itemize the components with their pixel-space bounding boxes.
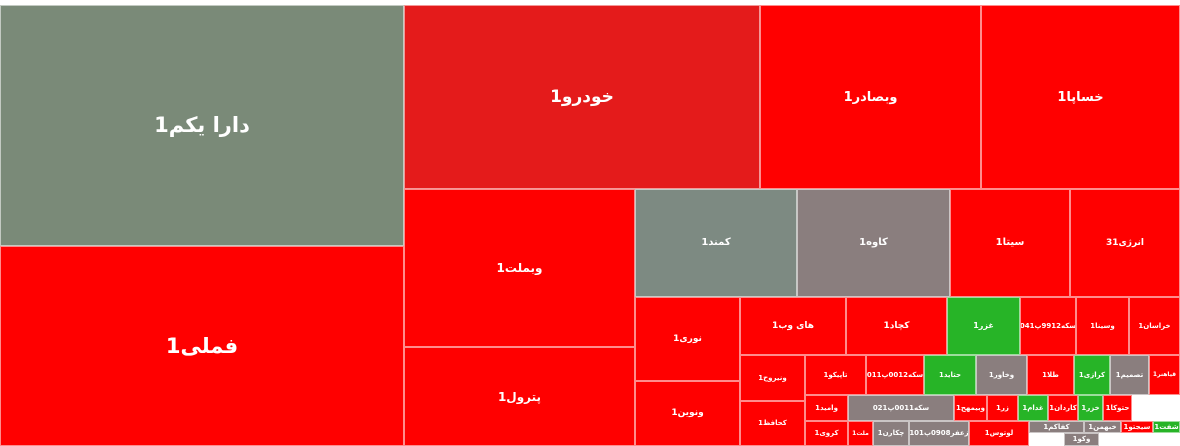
tile-label: وبیمهح1 [955,403,986,412]
treemap-tile[interactable]: کحافظ1 [740,401,805,446]
treemap-tile[interactable]: وبیمهح1 [954,395,987,421]
tile-label: کچاد1 [883,320,910,331]
treemap-tile[interactable]: کچاد1 [846,297,947,355]
treemap-tile[interactable]: سکه0011پ021 [848,395,954,421]
treemap-tile[interactable]: خزر1 [1078,395,1103,421]
tile-label: شفت1 [1154,422,1179,431]
treemap-tile[interactable]: زر1 [987,395,1018,421]
tile-label: حتوکا1 [1105,403,1130,412]
treemap-tile[interactable]: دارا یکم1 [0,5,404,246]
tile-label: ونوین1 [671,408,704,418]
tile-label: تصمیم1 [1115,370,1144,379]
tile-label: فملی1 [165,333,239,358]
tile-label: وخاور1 [988,370,1015,379]
tile-label: خودرو1 [550,86,614,107]
treemap-tile[interactable]: وبملت1 [404,189,635,347]
tile-label: کرازی1 [1078,370,1106,379]
tile-label: چکارن1 [877,429,905,437]
treemap-tile[interactable]: کاردان1 [1048,395,1078,421]
treemap-tile[interactable]: نوری1 [635,297,740,381]
tile-label: پترول1 [497,389,542,404]
treemap-tile[interactable]: کرازی1 [1074,355,1110,395]
treemap-tile[interactable]: تصمیم1 [1110,355,1149,395]
treemap-tile[interactable]: فملی1 [0,246,404,446]
treemap-tile[interactable]: سیتا1 [950,189,1070,297]
tile-label: کحافظ1 [758,419,787,427]
tile-label: کاردان1 [1049,403,1077,412]
treemap-tile[interactable]: ملت1 [848,421,873,446]
tile-label: کروی1 [814,429,839,437]
tile-label: خساپا1 [1057,89,1104,105]
tile-label: های وب1 [772,320,814,331]
tile-label: نوری1 [673,333,702,344]
treemap-tile[interactable]: کمند1 [635,189,797,297]
tile-label: ملت1 [852,429,869,437]
tile-label: کفاکم1 [1043,422,1070,431]
treemap-tile[interactable]: خراسان1 [1129,297,1180,355]
tile-label: غدام1 [1022,403,1044,412]
treemap-tile[interactable]: انرژی31 [1070,189,1180,297]
treemap-tile[interactable]: وخاور1 [976,355,1027,395]
treemap-tile[interactable]: تاپیکو1 [805,355,866,395]
tile-label: ونیروح1 [758,373,787,382]
tile-label: تاپیکو1 [823,370,848,379]
tile-label: وبملت1 [496,261,543,275]
tile-label: زر1 [996,403,1009,412]
tile-label: خزر1 [1081,403,1100,412]
treemap-tile[interactable]: وبصادر1 [760,5,981,189]
treemap-tile[interactable]: قیاهنر1 [1149,355,1180,395]
treemap-tile[interactable]: کفاکم1 [1029,421,1084,433]
treemap-tile[interactable]: های وب1 [740,297,846,355]
tile-label: سکه9912پ041 [1020,321,1076,330]
tile-label: طلا1 [1042,370,1059,379]
tile-label: کمند1 [701,237,731,248]
treemap-tile[interactable]: طلا1 [1027,355,1074,395]
tile-label: خبهمن1 [1088,422,1117,431]
tile-label: انرژی31 [1105,237,1145,248]
treemap-tile[interactable]: غدام1 [1018,395,1048,421]
treemap-tile[interactable]: کاوه1 [797,189,950,297]
treemap-tile[interactable]: سیجتو1 [1121,421,1153,433]
treemap-tile[interactable]: وامید1 [805,395,848,421]
tile-label: وکو1 [1072,435,1091,443]
treemap-tile[interactable]: خودرو1 [404,5,760,189]
treemap-tile[interactable]: چکارن1 [873,421,909,446]
treemap-tile[interactable]: سکه9912پ041 [1020,297,1076,355]
tile-label: حتاید1 [938,370,962,379]
treemap-tile[interactable]: حتاید1 [924,355,976,395]
treemap-tile[interactable]: وسینا1 [1076,297,1129,355]
tile-label: وبصادر1 [843,89,898,105]
tile-label: سکه0011پ021 [872,403,930,412]
treemap-tile[interactable]: سکه0012پ011 [866,355,924,395]
treemap-tile[interactable]: خبهمن1 [1084,421,1121,433]
tile-label: زعفر0908پ101 [909,429,969,437]
tile-label: سیتا1 [995,237,1025,248]
tile-label: وسینا1 [1090,321,1115,330]
treemap-tile[interactable]: خساپا1 [981,5,1180,189]
tile-label: لوتوس1 [984,429,1014,437]
tile-label: سکه0012پ011 [866,370,924,379]
treemap-tile[interactable]: زعفر0908پ101 [909,421,969,446]
treemap-tile[interactable]: لوتوس1 [969,421,1029,446]
treemap-tile[interactable]: غزر1 [947,297,1020,355]
tile-label: خراسان1 [1138,321,1171,330]
treemap-tile[interactable]: ونیروح1 [740,355,805,401]
treemap-tile[interactable]: شفت1 [1153,421,1180,433]
tile-label: سیجتو1 [1123,422,1151,431]
tile-label: دارا یکم1 [154,113,250,137]
tile-label: قیاهنر1 [1152,371,1177,378]
tile-label: غزر1 [973,321,994,330]
tile-label: کاوه1 [859,237,888,248]
treemap-tile[interactable]: پترول1 [404,347,635,446]
treemap-tile[interactable]: وکو1 [1064,433,1099,446]
tile-label: وامید1 [815,403,838,412]
treemap-tile[interactable]: حتوکا1 [1103,395,1132,421]
treemap-tile[interactable]: کروی1 [805,421,848,446]
treemap-tile[interactable]: ونوین1 [635,381,740,446]
